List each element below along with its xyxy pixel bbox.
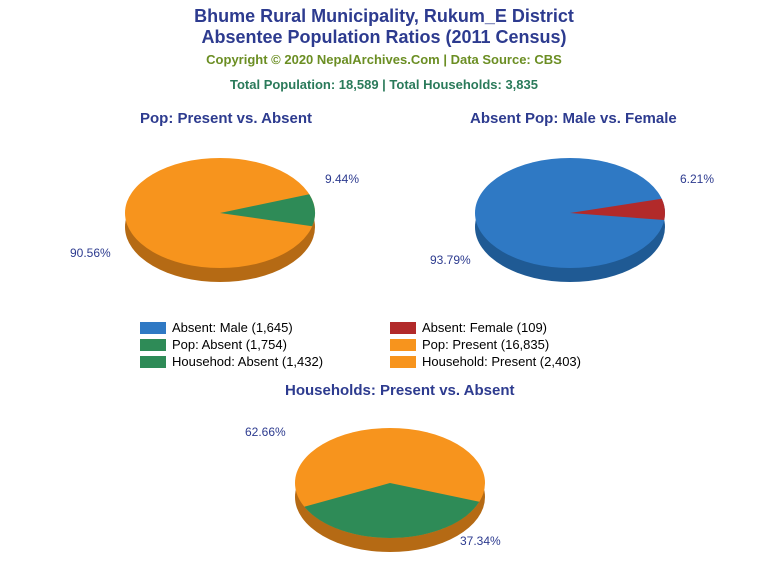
chart-mf: [460, 135, 680, 295]
chart-pop-title: Pop: Present vs. Absent: [140, 110, 312, 127]
legend-swatch: [390, 322, 416, 334]
legend-item: Absent: Male (1,645): [140, 320, 390, 335]
legend-label: Pop: Present (16,835): [422, 337, 549, 352]
chart-pop-label-0: 90.56%: [70, 246, 111, 260]
chart-mf-label-0: 93.79%: [430, 253, 471, 267]
chart-hh-title: Households: Present vs. Absent: [285, 382, 515, 399]
chart-pop: [110, 135, 330, 295]
legend-item: Househod: Absent (1,432): [140, 354, 390, 369]
legend: Absent: Male (1,645) Absent: Female (109…: [140, 320, 640, 371]
legend-item: Household: Present (2,403): [390, 354, 640, 369]
legend-swatch: [140, 339, 166, 351]
copyright-text: Copyright © 2020 NepalArchives.Com | Dat…: [0, 52, 768, 67]
legend-label: Household: Present (2,403): [422, 354, 581, 369]
page-title-2: Absentee Population Ratios (2011 Census): [0, 27, 768, 48]
legend-swatch: [140, 322, 166, 334]
legend-label: Househod: Absent (1,432): [172, 354, 323, 369]
chart-hh-label-0: 62.66%: [245, 425, 286, 439]
legend-item: Pop: Absent (1,754): [140, 337, 390, 352]
legend-item: Absent: Female (109): [390, 320, 640, 335]
legend-label: Absent: Female (109): [422, 320, 547, 335]
legend-label: Absent: Male (1,645): [172, 320, 293, 335]
page-title-1: Bhume Rural Municipality, Rukum_E Distri…: [0, 0, 768, 27]
chart-pop-label-1: 9.44%: [325, 172, 359, 186]
totals-text: Total Population: 18,589 | Total Househo…: [0, 77, 768, 92]
chart-mf-title: Absent Pop: Male vs. Female: [470, 110, 677, 127]
legend-swatch: [390, 339, 416, 351]
legend-item: Pop: Present (16,835): [390, 337, 640, 352]
legend-label: Pop: Absent (1,754): [172, 337, 287, 352]
legend-swatch: [390, 356, 416, 368]
chart-mf-label-1: 6.21%: [680, 172, 714, 186]
legend-swatch: [140, 356, 166, 368]
chart-hh-label-1: 37.34%: [460, 534, 501, 548]
